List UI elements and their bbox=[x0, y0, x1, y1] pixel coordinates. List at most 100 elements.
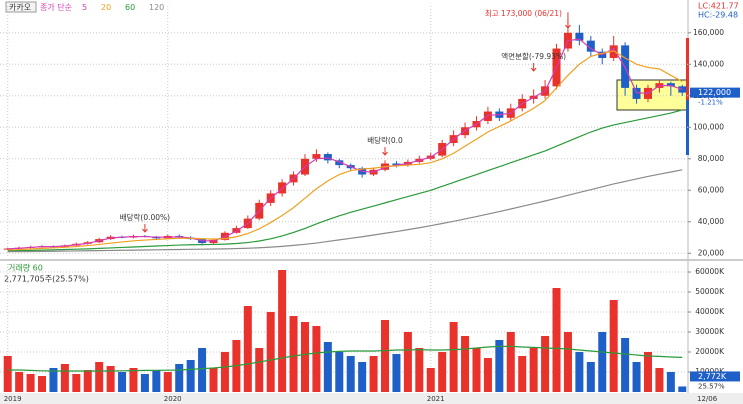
hc-label: HC:-29.48 bbox=[698, 11, 738, 20]
volume-bar bbox=[632, 362, 641, 392]
volume-bar bbox=[495, 340, 504, 392]
x-tick-label: 2021 bbox=[427, 395, 445, 403]
price-change: -1.21% bbox=[698, 99, 723, 107]
volume-bar bbox=[666, 372, 675, 392]
range-bar-up bbox=[686, 38, 689, 100]
volume-bar bbox=[392, 354, 401, 392]
volume-bar bbox=[643, 352, 652, 392]
volume-bar bbox=[15, 372, 24, 392]
volume-bar bbox=[266, 312, 275, 392]
volume-tag-label: 2,772K bbox=[698, 372, 727, 381]
volume-bar bbox=[118, 372, 127, 392]
moving-average bbox=[7, 38, 683, 250]
legend-entry: 5 bbox=[82, 3, 87, 12]
candle-body bbox=[575, 32, 584, 41]
annotation-arrow bbox=[565, 20, 571, 29]
volume-bar bbox=[541, 336, 550, 392]
candle-body bbox=[461, 127, 470, 136]
candle-body bbox=[323, 154, 332, 161]
volume-bar bbox=[60, 364, 69, 392]
volume-bar bbox=[106, 366, 115, 392]
x-tick-label: 2019 bbox=[4, 395, 22, 403]
volume-subtitle: 2,771,705주(25.57%) bbox=[4, 275, 89, 284]
volume-bar bbox=[655, 368, 664, 392]
volume-bar bbox=[49, 368, 58, 392]
candle-body bbox=[3, 248, 12, 250]
candle-body bbox=[392, 163, 401, 166]
y-tick-label: 30000K bbox=[695, 327, 725, 336]
volume-bar bbox=[209, 368, 218, 392]
volume-bar bbox=[300, 322, 309, 392]
moving-average bbox=[7, 50, 683, 251]
volume-bar bbox=[586, 362, 595, 392]
volume-bar bbox=[529, 348, 538, 392]
y-tick-label: 20,000 bbox=[698, 248, 724, 257]
volume-bar bbox=[140, 374, 149, 392]
volume-bar bbox=[255, 348, 264, 392]
y-tick-label: 140,000 bbox=[693, 59, 724, 68]
volume-bar bbox=[369, 356, 378, 392]
candle-body bbox=[232, 228, 241, 233]
price-tag bbox=[690, 87, 740, 98]
volume-bar bbox=[312, 326, 321, 392]
annotation-arrow bbox=[382, 147, 388, 156]
annotation: 액면분할(-79.93%) bbox=[501, 51, 566, 61]
chart-title: 카카오 bbox=[9, 3, 31, 12]
volume-bar bbox=[83, 370, 92, 392]
volume-ratio: 25.57% bbox=[698, 382, 725, 390]
legend-entry: 60 bbox=[125, 3, 135, 12]
moving-average bbox=[7, 345, 683, 372]
volume-bar bbox=[415, 348, 424, 392]
volume-bar bbox=[381, 320, 390, 392]
y-tick-label: 20000K bbox=[695, 347, 725, 356]
volume-bar bbox=[163, 372, 172, 392]
candle-body bbox=[632, 87, 641, 99]
y-tick-label: 40000K bbox=[695, 307, 725, 316]
volume-bar bbox=[72, 374, 81, 392]
volume-bar bbox=[358, 362, 367, 392]
volume-bar bbox=[95, 362, 104, 392]
volume-bar bbox=[598, 332, 607, 392]
title-box bbox=[5, 1, 37, 13]
candle-body bbox=[483, 111, 492, 121]
y-tick-label: 160,000 bbox=[693, 28, 724, 37]
volume-bar bbox=[323, 342, 332, 392]
volume-bar bbox=[26, 374, 35, 392]
volume-bar bbox=[278, 270, 287, 392]
y-tick-label: 40,000 bbox=[698, 217, 724, 226]
volume-bar bbox=[289, 316, 298, 392]
legend-entry: 120 bbox=[149, 3, 164, 12]
volume-bar bbox=[518, 356, 527, 392]
y-tick-label: 80,000 bbox=[698, 154, 724, 163]
volume-bar bbox=[575, 352, 584, 392]
volume-bar bbox=[472, 348, 481, 392]
volume-bar bbox=[552, 288, 561, 392]
legend-label: 종가 단순 bbox=[40, 2, 72, 12]
candle-body bbox=[666, 83, 675, 87]
volume-bar bbox=[198, 348, 207, 392]
annotation: 배당락(0.00%) bbox=[120, 212, 170, 222]
moving-average bbox=[7, 169, 683, 253]
volume-bar bbox=[461, 336, 470, 392]
x-tick-label: 12/06 bbox=[697, 395, 718, 403]
volume-tag bbox=[690, 371, 740, 382]
volume-bar bbox=[335, 352, 344, 392]
annotation: 최고 173,000 (06/21) bbox=[485, 8, 562, 18]
x-tick-label: 2020 bbox=[164, 395, 182, 403]
y-tick-label: 100,000 bbox=[693, 122, 724, 131]
volume-bar bbox=[438, 352, 447, 392]
volume-bar bbox=[220, 352, 229, 392]
volume-title: 거래량 60 bbox=[8, 263, 43, 273]
candle-body bbox=[609, 45, 618, 58]
annotation-arrow bbox=[530, 63, 537, 72]
x-axis-strip bbox=[0, 393, 743, 404]
legend-entry: 20 bbox=[101, 3, 111, 12]
volume-bar bbox=[678, 386, 687, 392]
lc-label: LC:421.77 bbox=[698, 2, 739, 11]
volume-bar bbox=[152, 370, 161, 392]
volume-bar bbox=[609, 300, 618, 392]
volume-bar bbox=[129, 368, 138, 392]
volume-bar bbox=[449, 322, 458, 392]
y-tick-label: 60,000 bbox=[698, 185, 724, 194]
